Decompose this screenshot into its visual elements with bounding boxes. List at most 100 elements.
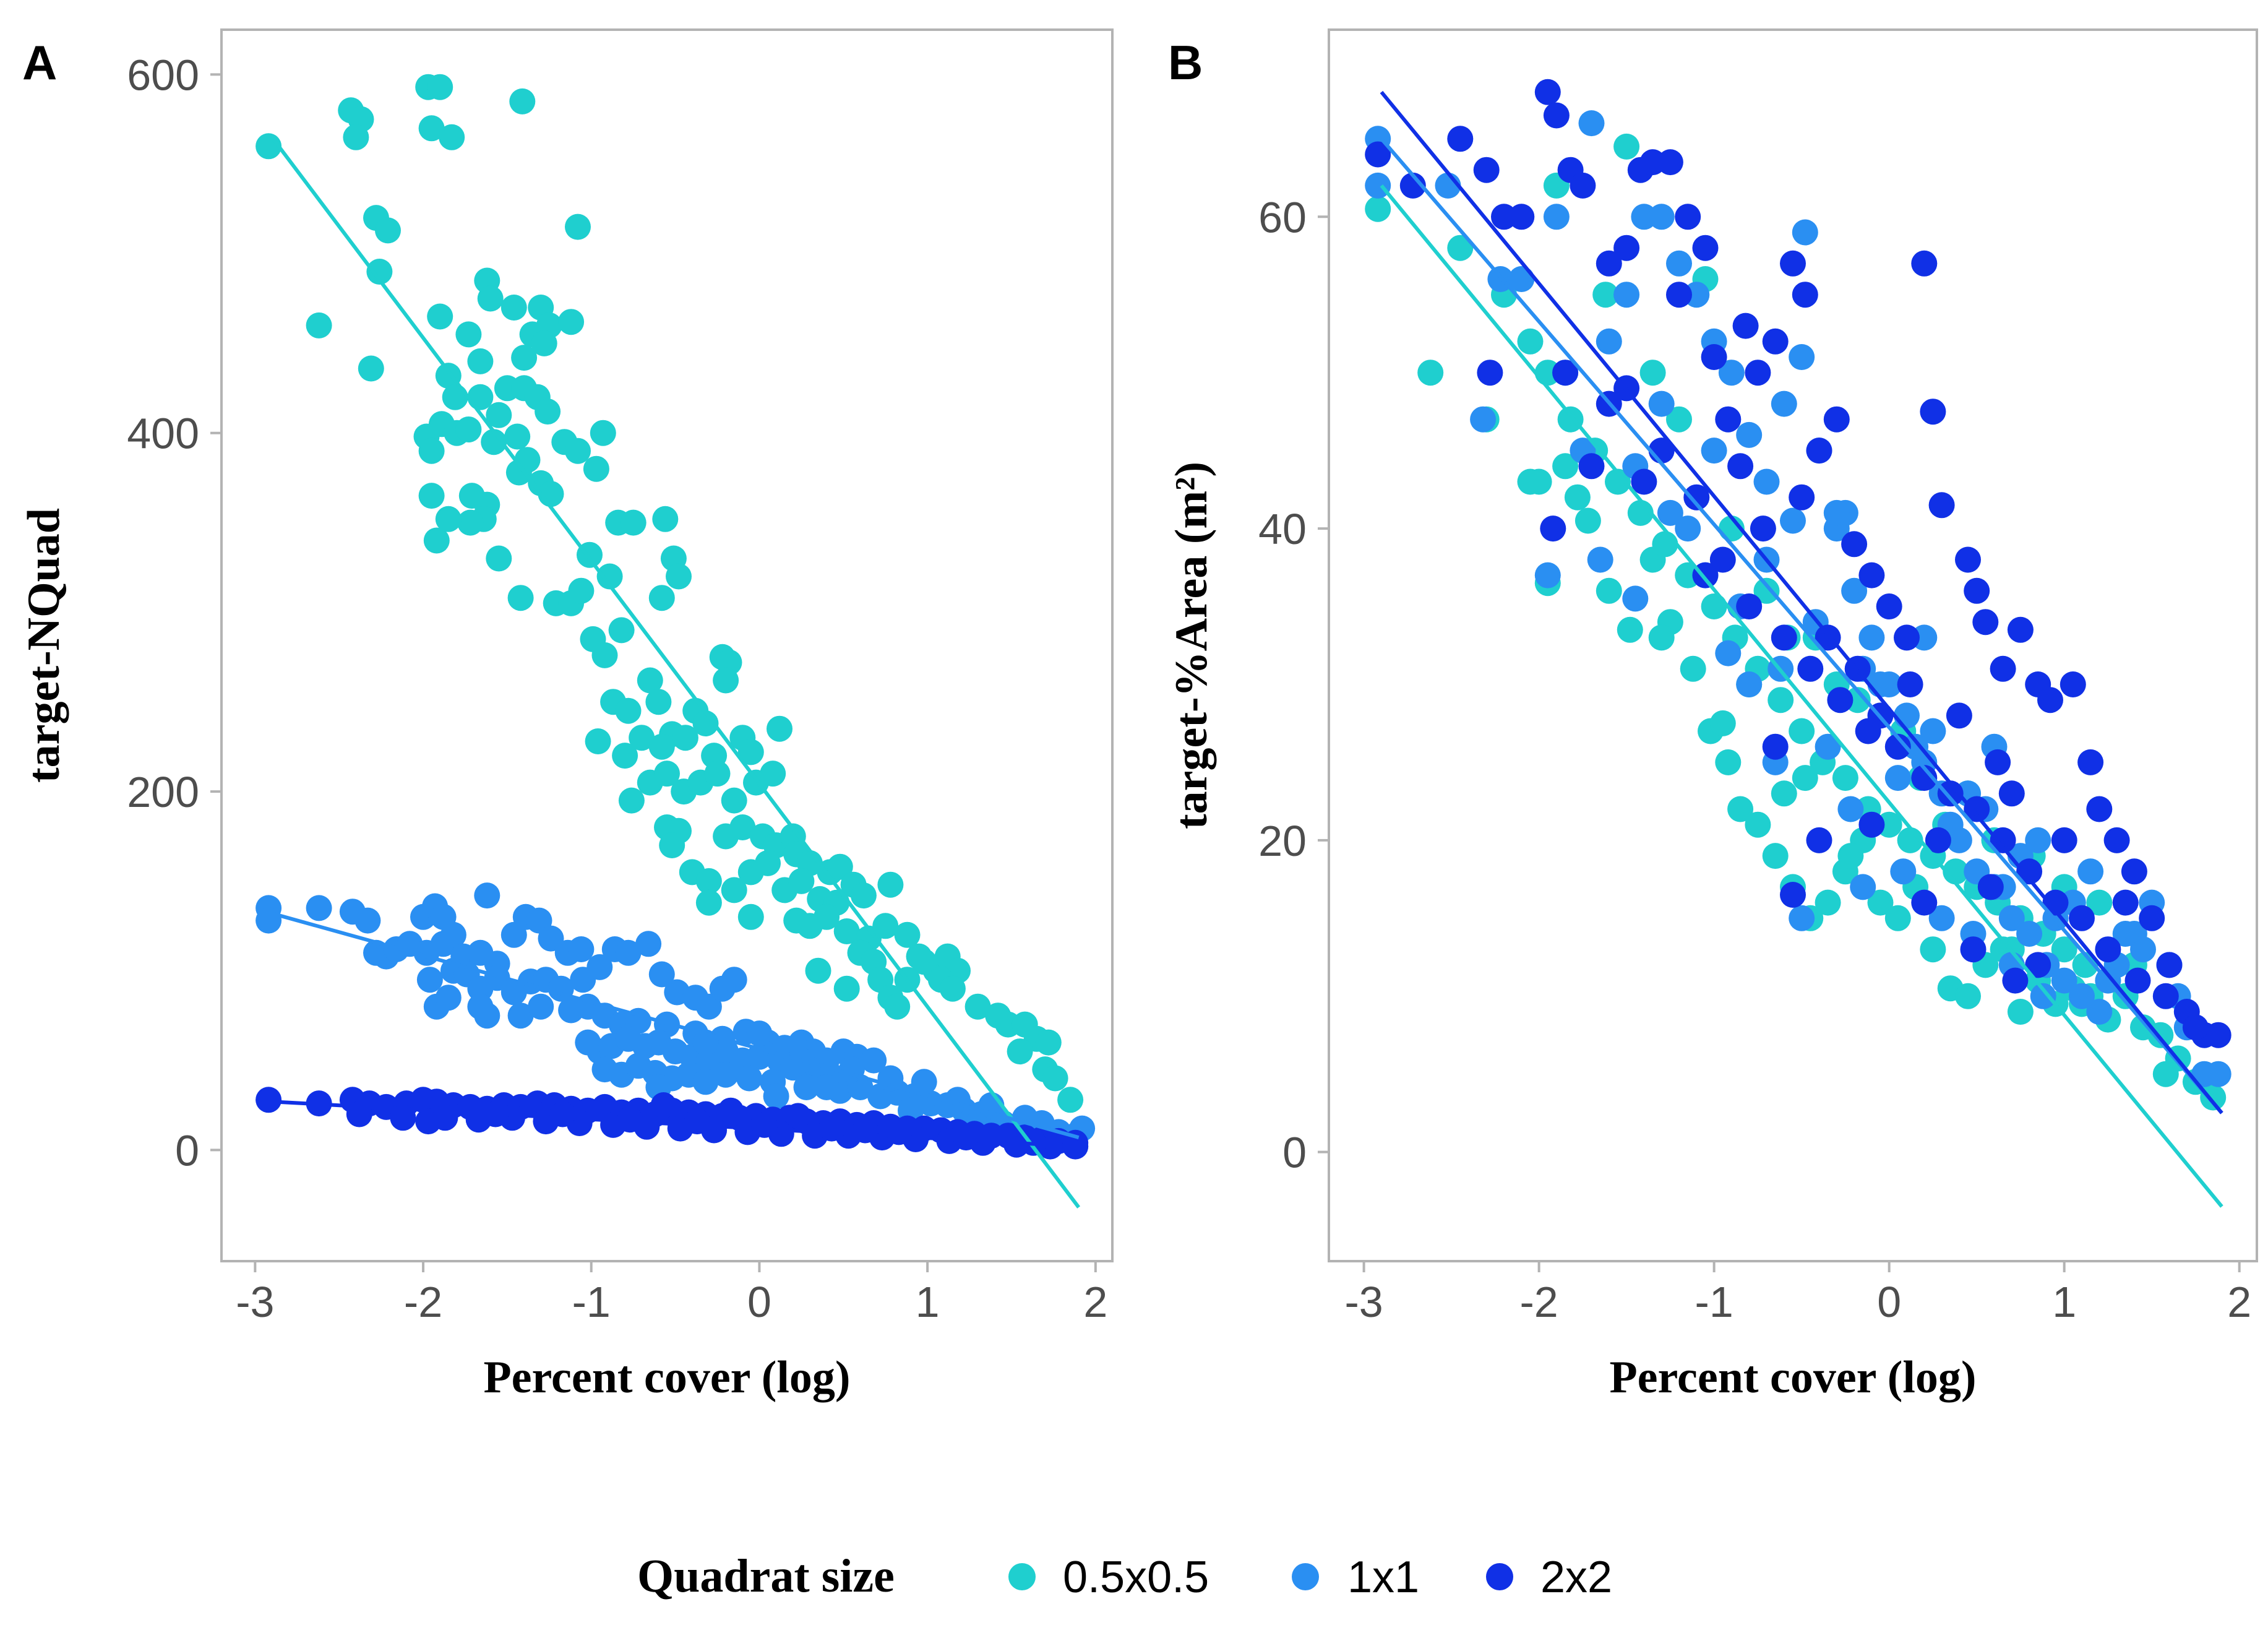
point-2x2 xyxy=(1508,204,1535,230)
point-0-5x0-5 xyxy=(1727,796,1754,822)
y-tick-label: 600 xyxy=(127,51,199,99)
point-2x2 xyxy=(2121,858,2147,885)
point-0-5x0-5 xyxy=(531,330,557,356)
point-2x2 xyxy=(432,1105,458,1131)
point-2x2 xyxy=(1858,562,1885,588)
point-0-5x0-5 xyxy=(1867,889,1894,916)
point-0-5x0-5 xyxy=(666,563,692,590)
panel-a-plot-frame xyxy=(220,28,1114,1262)
point-2x2 xyxy=(1543,102,1570,129)
point-0-5x0-5 xyxy=(695,868,722,894)
point-2x2 xyxy=(1596,250,1622,277)
point-0-5x0-5 xyxy=(457,509,484,536)
panel-a: A -3 -2 -1 0 1 2 0 200 400 600 Percent cover (lo… xyxy=(19,28,1114,1403)
point-0-5x0-5 xyxy=(1007,1038,1033,1065)
point-1x1 xyxy=(474,1002,500,1029)
x-tick-label: 2 xyxy=(1083,1278,1107,1326)
point-2x2 xyxy=(1925,827,1951,853)
point-0-5x0-5 xyxy=(872,913,899,939)
x-tick-label: -1 xyxy=(572,1278,611,1326)
point-2x2 xyxy=(2042,889,2069,916)
point-2x2 xyxy=(1762,328,1789,355)
panel-b-points xyxy=(1365,79,2231,1111)
point-1x1 xyxy=(1613,282,1640,308)
point-0-5x0-5 xyxy=(939,975,966,1002)
point-0-5x0-5 xyxy=(629,725,655,751)
point-1x1 xyxy=(1587,546,1613,573)
point-1x1 xyxy=(2051,967,2077,994)
point-1x1 xyxy=(1815,733,1841,760)
point-0-5x0-5 xyxy=(2086,889,2113,916)
point-2x2 xyxy=(1683,484,1710,511)
panel-b-y-axis: 0 20 40 60 xyxy=(1258,193,1329,1177)
point-1x1 xyxy=(568,936,595,962)
x-tick-label: 0 xyxy=(747,1278,771,1326)
point-0-5x0-5 xyxy=(1701,593,1727,619)
point-1x1 xyxy=(1771,390,1797,417)
fit-line-2x2 xyxy=(272,1100,1079,1149)
point-2x2 xyxy=(1750,515,1776,542)
point-2x2 xyxy=(2139,905,2165,931)
point-0-5x0-5 xyxy=(504,423,531,450)
point-2x2 xyxy=(1666,282,1692,308)
point-0-5x0-5 xyxy=(585,728,611,754)
point-0-5x0-5 xyxy=(1574,507,1601,534)
point-2x2 xyxy=(1806,827,1832,853)
point-2x2 xyxy=(1613,235,1640,261)
point-0-5x0-5 xyxy=(648,585,675,611)
point-0-5x0-5 xyxy=(1955,983,1981,1009)
fit-line-0-5x0-5 xyxy=(1380,184,2223,1208)
point-2x2 xyxy=(1732,313,1759,339)
point-1x1 xyxy=(435,985,462,1011)
point-1x1 xyxy=(1736,671,1763,697)
point-1x1 xyxy=(2086,999,2113,1025)
x-tick-label: 2 xyxy=(2227,1278,2251,1326)
x-tick-label: 0 xyxy=(1877,1278,1901,1326)
point-2x2 xyxy=(1894,624,1920,651)
point-1x1 xyxy=(793,1074,820,1100)
point-2x2 xyxy=(1701,344,1727,370)
point-2x2 xyxy=(1692,235,1719,261)
point-1x1 xyxy=(1894,702,1920,729)
point-0-5x0-5 xyxy=(1035,1029,1062,1056)
point-0-5x0-5 xyxy=(620,509,646,536)
point-2x2 xyxy=(1477,360,1503,386)
point-2x2 xyxy=(2077,749,2104,775)
point-0-5x0-5 xyxy=(894,921,921,948)
point-2x2 xyxy=(1990,655,2016,682)
point-0-5x0-5 xyxy=(760,761,786,787)
panel-b-fit-lines xyxy=(1380,90,2223,1208)
legend-label-2x2: 2x2 xyxy=(1540,1553,1612,1602)
point-0-5x0-5 xyxy=(755,850,781,876)
point-2x2 xyxy=(1911,250,1938,277)
point-2x2 xyxy=(684,1108,710,1135)
point-1x1 xyxy=(1543,204,1570,230)
point-0-5x0-5 xyxy=(1564,484,1591,511)
point-1x1 xyxy=(2025,827,2051,853)
point-2x2 xyxy=(1727,453,1754,480)
point-0-5x0-5 xyxy=(2200,1084,2227,1111)
point-0-5x0-5 xyxy=(884,993,911,1020)
legend-swatch-0-5x0-5 xyxy=(1008,1563,1036,1590)
point-0-5x0-5 xyxy=(833,918,860,944)
point-1x1 xyxy=(416,967,443,993)
point-1x1 xyxy=(507,1002,534,1029)
point-0-5x0-5 xyxy=(1762,843,1789,869)
point-1x1 xyxy=(1675,515,1701,542)
point-0-5x0-5 xyxy=(1680,655,1706,682)
point-0-5x0-5 xyxy=(1447,235,1474,261)
point-2x2 xyxy=(1946,702,1972,729)
point-0-5x0-5 xyxy=(1517,328,1544,355)
point-1x1 xyxy=(721,967,747,993)
point-0-5x0-5 xyxy=(1753,577,1780,604)
point-2x2 xyxy=(1780,882,1806,908)
point-2x2 xyxy=(1897,671,1923,697)
point-0-5x0-5 xyxy=(565,213,591,240)
point-2x2 xyxy=(2152,983,2179,1009)
point-2x2 xyxy=(1578,453,1605,480)
panel-a-x-axis-title: Percent cover (log) xyxy=(483,1352,850,1403)
point-0-5x0-5 xyxy=(618,787,645,814)
point-2x2 xyxy=(2007,616,2034,643)
point-2x2 xyxy=(2095,936,2121,963)
